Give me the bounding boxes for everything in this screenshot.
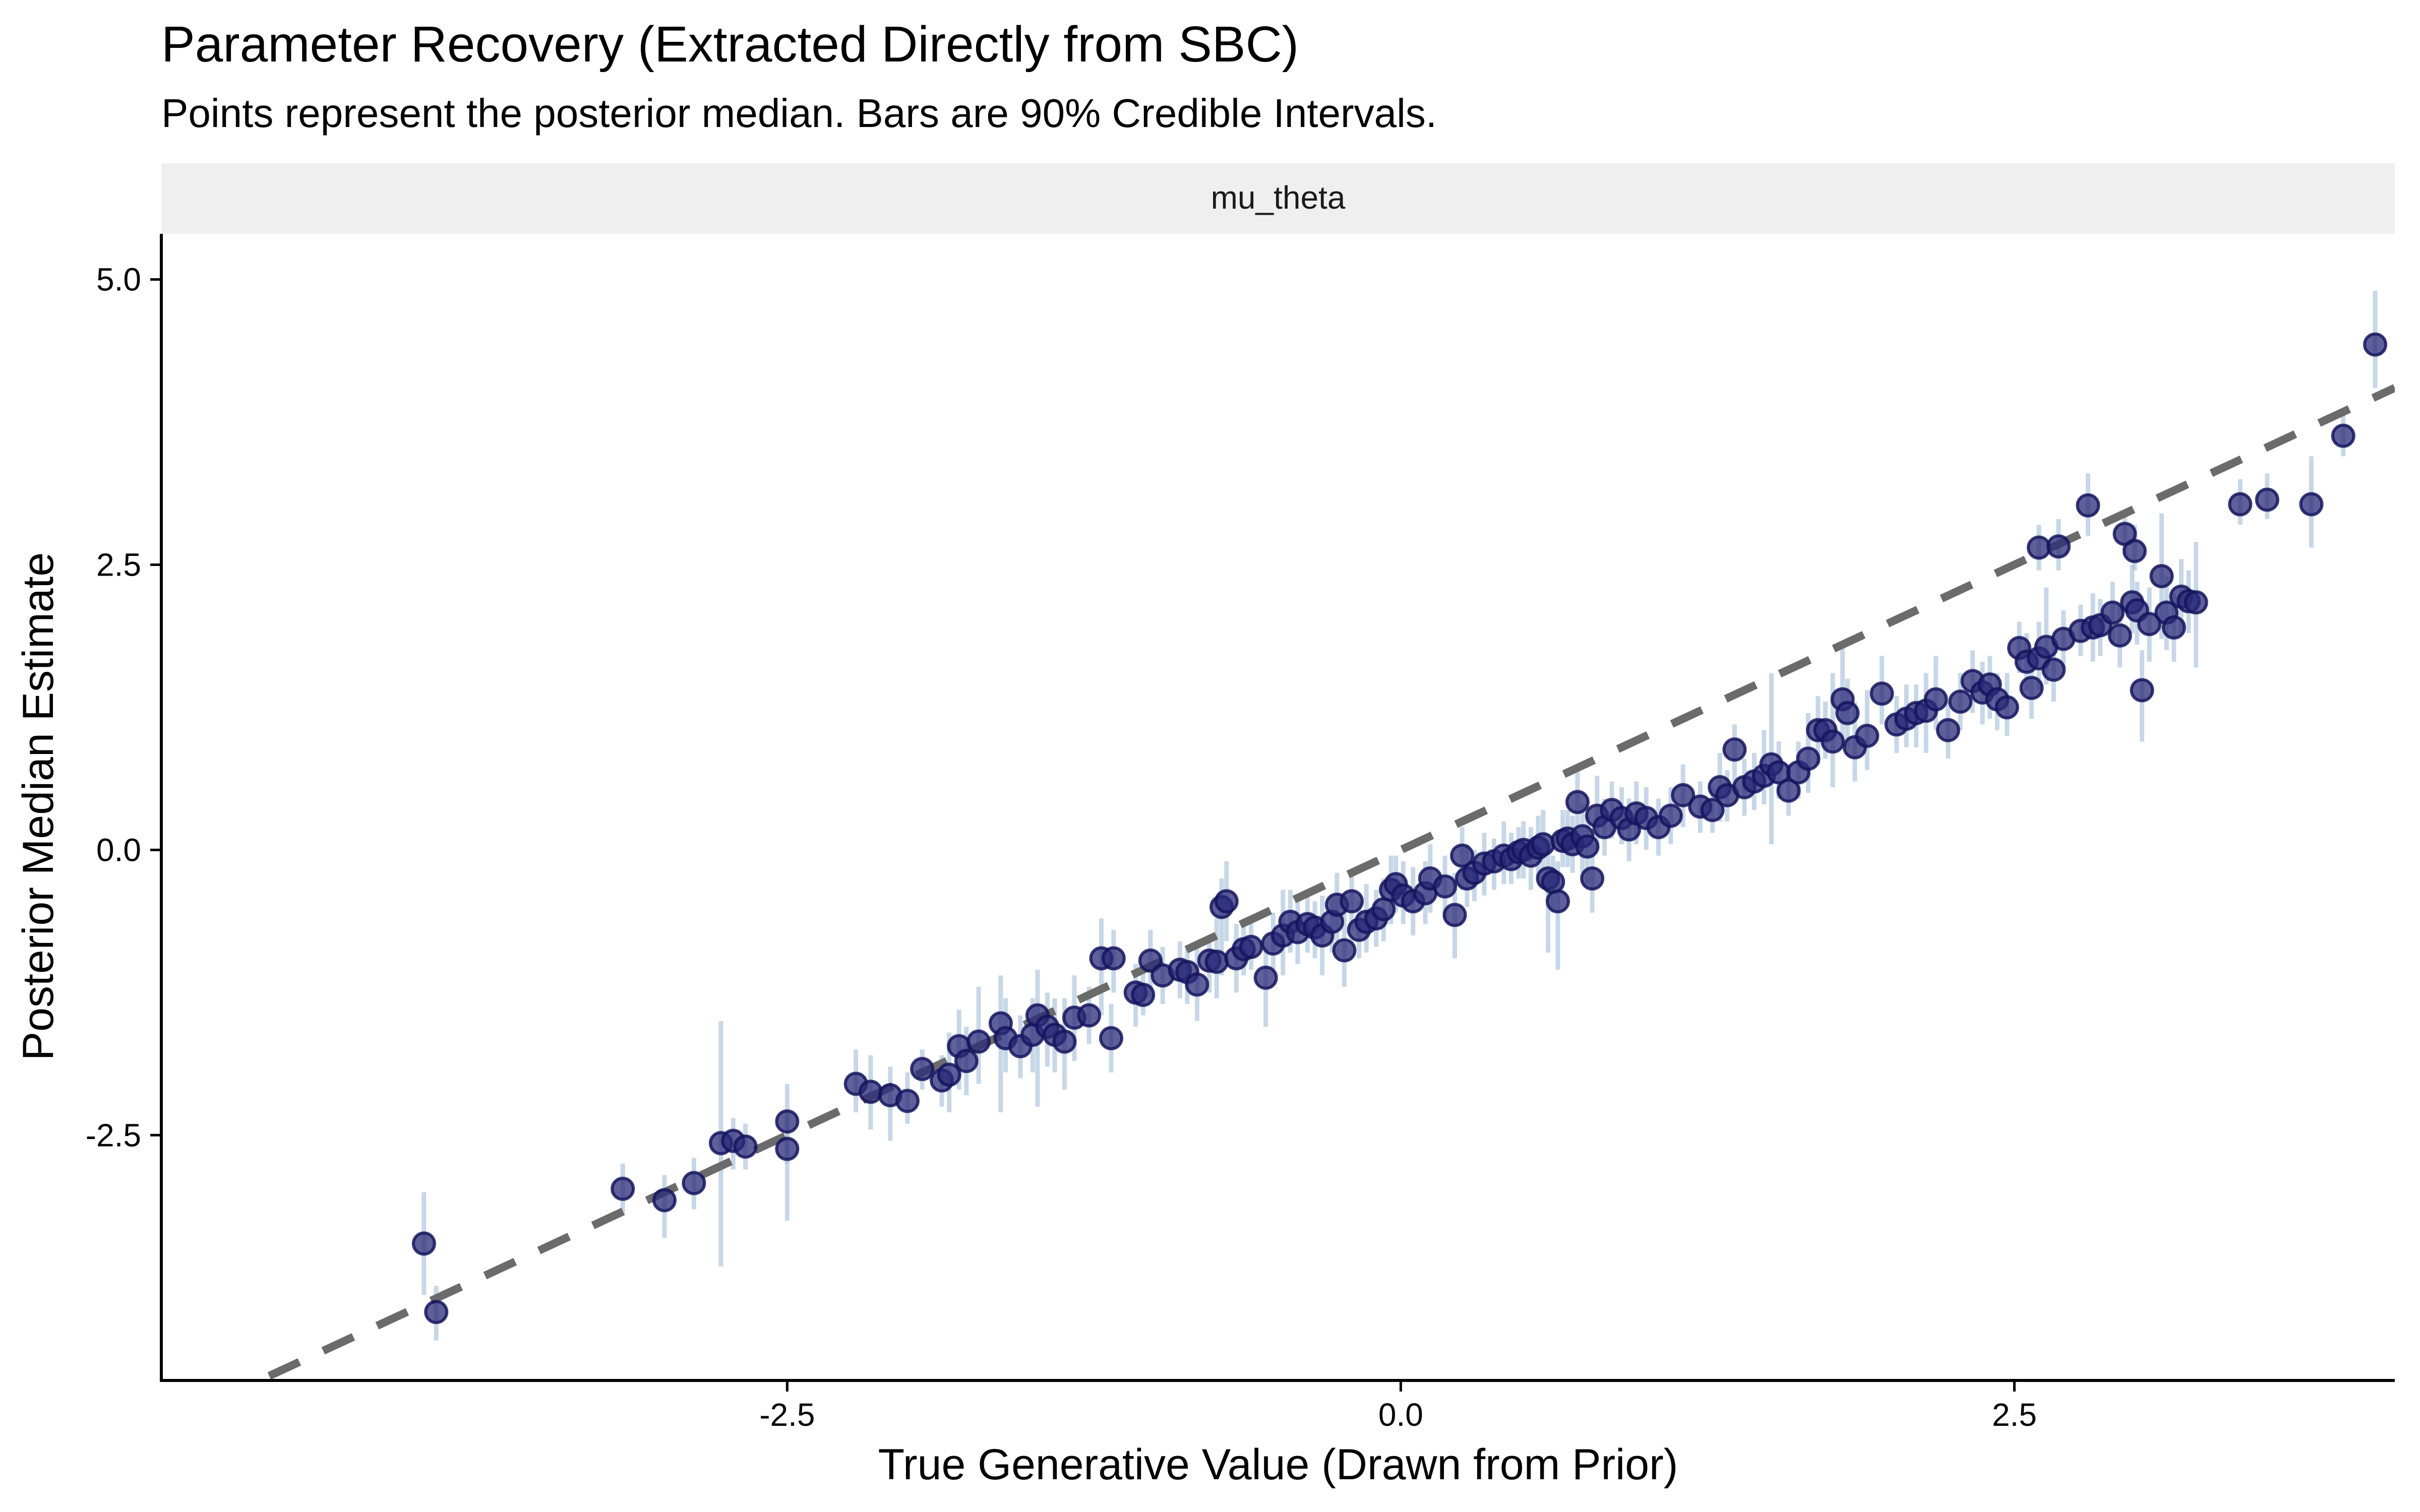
posterior-median-point — [1700, 798, 1725, 823]
x-axis-ticks: -2.5 0.0 2.5 — [759, 1380, 2037, 1433]
posterior-median-point — [2122, 539, 2147, 563]
posterior-median-point — [733, 1134, 758, 1159]
y-tick-label: 0.0 — [96, 832, 141, 868]
posterior-median-point — [2255, 487, 2279, 512]
posterior-median-point — [652, 1188, 677, 1213]
posterior-median-point — [1722, 737, 1747, 762]
posterior-median-point — [895, 1089, 920, 1113]
posterior-median-point — [1332, 938, 1357, 963]
posterior-median-point — [1545, 889, 1570, 914]
posterior-median-point — [2100, 600, 2125, 625]
posterior-median-point — [966, 1029, 991, 1054]
posterior-median-point — [1101, 946, 1126, 971]
posterior-median-point — [1821, 729, 1845, 754]
posterior-median-point — [1855, 724, 1880, 748]
facet-strip — [161, 163, 2395, 234]
posterior-median-point — [1565, 790, 1590, 814]
y-axis-ticks: -2.5 0.0 2.5 5.0 — [86, 262, 161, 1153]
posterior-median-point — [611, 1176, 635, 1201]
posterior-median-point — [1099, 1026, 1123, 1050]
posterior-median-point — [1450, 843, 1475, 868]
posterior-median-point — [1433, 874, 1458, 899]
posterior-median-point — [424, 1300, 449, 1325]
posterior-median-point — [1923, 687, 1948, 712]
x-tick-label: 2.5 — [1992, 1397, 2037, 1433]
posterior-median-point — [2149, 564, 2174, 589]
posterior-median-point — [1214, 889, 1239, 914]
posterior-median-point — [775, 1137, 800, 1161]
posterior-median-point — [910, 1057, 935, 1082]
y-tick-label: 5.0 — [96, 262, 141, 298]
x-tick-label: 0.0 — [1378, 1397, 1423, 1433]
posterior-median-point — [1796, 746, 1821, 771]
posterior-median-point — [1869, 681, 1894, 706]
posterior-median-point — [2161, 615, 2186, 640]
posterior-median-point — [682, 1171, 706, 1195]
y-axis-title: Posterior Median Estimate — [14, 552, 63, 1061]
y-tick-label: -2.5 — [86, 1117, 141, 1153]
posterior-median-point — [1994, 695, 2019, 720]
posterior-median-point — [1185, 972, 1209, 997]
posterior-median-point — [1239, 934, 1263, 959]
identity-reference-line — [250, 384, 2395, 1380]
posterior-median-point — [1204, 950, 1229, 974]
posterior-median-point — [2363, 332, 2388, 357]
posterior-median-point — [1340, 889, 1364, 914]
posterior-median-point — [1077, 1003, 1102, 1028]
posterior-median-point — [2019, 675, 2044, 700]
posterior-median-point — [2027, 535, 2051, 560]
posterior-median-point — [937, 1062, 961, 1087]
posterior-median-point — [2130, 678, 2154, 703]
posterior-median-point — [1052, 1029, 1077, 1054]
posterior-median-point — [1580, 866, 1605, 891]
posterior-median-point — [1131, 982, 1156, 1007]
posterior-median-point — [1835, 701, 1860, 725]
posterior-median-point — [858, 1080, 883, 1104]
x-tick-label: -2.5 — [759, 1397, 815, 1433]
posterior-median-point — [1948, 689, 1973, 714]
y-tick-label: 2.5 — [96, 546, 141, 583]
posterior-median-point — [1658, 803, 1683, 828]
posterior-median-point — [1776, 778, 1801, 803]
posterior-median-point — [1442, 903, 1467, 927]
posterior-median-point — [1531, 832, 1555, 857]
plot-area — [250, 291, 2395, 1380]
x-axis-title: True Generative Value (Drawn from Prior) — [878, 1440, 1678, 1489]
posterior-median-point — [2299, 492, 2324, 517]
posterior-median-point — [2076, 493, 2100, 518]
posterior-median-point — [1541, 869, 1565, 894]
chart-title: Parameter Recovery (Extracted Directly f… — [161, 16, 1299, 73]
posterior-median-point — [2184, 590, 2208, 615]
posterior-median-point — [1671, 783, 1696, 807]
posterior-median-point — [2107, 623, 2132, 648]
posterior-median-point — [2331, 423, 2355, 448]
posterior-median-point — [2041, 657, 2066, 682]
posterior-median-point — [2046, 534, 2071, 559]
posterior-median-point — [2137, 612, 2162, 637]
posterior-median-point — [1936, 718, 1960, 742]
chart-subtitle: Points represent the posterior median. B… — [161, 91, 1437, 136]
posterior-median-point — [411, 1231, 436, 1256]
posterior-median-point — [775, 1109, 800, 1134]
posterior-median-point — [954, 1049, 979, 1074]
posterior-median-point — [1575, 834, 1600, 859]
posterior-median-point — [1253, 965, 1278, 990]
facet-label: mu_theta — [1211, 179, 1346, 216]
posterior-median-point — [2228, 492, 2253, 517]
